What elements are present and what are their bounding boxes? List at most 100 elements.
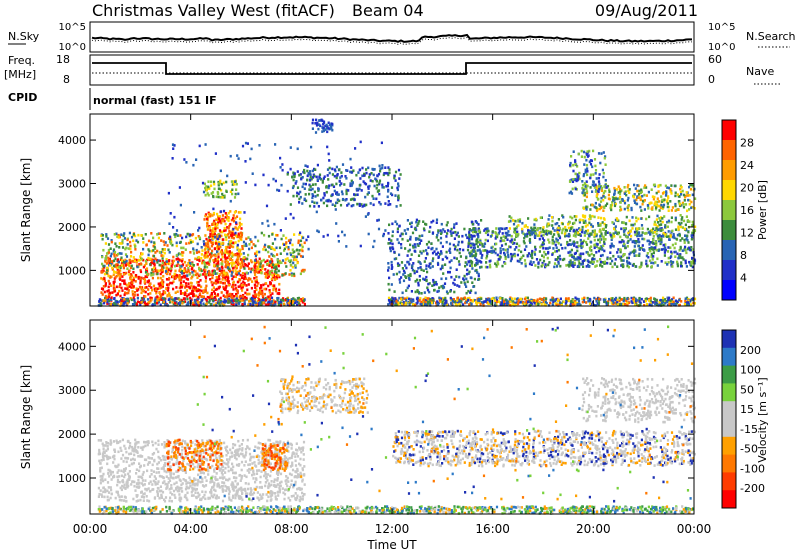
power-echo-cell: [125, 292, 128, 295]
power-echo-cell: [547, 222, 550, 226]
power-echo-cell: [320, 198, 323, 202]
power-echo-cell: [353, 193, 356, 196]
power-echo-cell: [171, 298, 174, 301]
power-echo-cell: [417, 244, 420, 247]
power-echo-cell: [431, 284, 434, 287]
power-echo-cell: [216, 249, 219, 253]
power-echo-cell: [403, 229, 406, 232]
power-echo-cell: [390, 283, 393, 286]
power-echo-cell: [683, 302, 686, 306]
power-echo-cell: [126, 286, 129, 289]
power-echo-cell: [395, 222, 399, 226]
power-echo-cell: [565, 234, 568, 238]
power-echo-cell: [333, 168, 336, 171]
power-echo-cell: [221, 278, 224, 281]
power-echo-cell: [560, 231, 564, 235]
power-echo-cell: [198, 250, 201, 254]
power-echo-cell: [199, 273, 202, 277]
power-echo-cell: [150, 296, 153, 300]
power-echo-cell: [134, 248, 137, 251]
power-echo-cell: [178, 286, 181, 290]
power-echo-cell: [106, 296, 109, 299]
power-echo-cell: [474, 291, 477, 295]
power-echo-cell: [303, 302, 306, 306]
power-echo-cell: [240, 282, 243, 286]
power-echo-cell: [541, 263, 544, 267]
power-echo-cell: [284, 272, 287, 275]
power-echo-cell: [178, 298, 181, 302]
power-echo-cell: [220, 269, 223, 272]
power-echo-cell: [547, 238, 550, 242]
power-echo-cell: [400, 261, 404, 264]
power-echo-cell: [457, 240, 460, 244]
power-echo-cell: [273, 254, 276, 258]
power-echo-cell: [121, 275, 124, 278]
power-echo-cell: [275, 265, 278, 268]
power-echo-cell: [245, 237, 248, 241]
power-echo-cell: [178, 274, 181, 277]
power-echo-cell: [476, 245, 480, 248]
power-echo-cell: [235, 253, 238, 257]
noise-sky-label: N.Sky: [8, 30, 40, 43]
power-echo-cell: [113, 287, 116, 291]
power-echo-cell: [225, 190, 228, 193]
power-echo-cell: [523, 259, 527, 262]
power-echo-cell: [624, 246, 627, 250]
power-echo-cell: [281, 259, 285, 262]
power-echo-cell: [669, 246, 672, 249]
power-echo-cell: [196, 297, 199, 301]
power-echo-cell: [207, 247, 210, 251]
power-echo-cell: [150, 240, 153, 244]
power-echo-cell: [230, 239, 233, 243]
power-echo-cell: [236, 263, 239, 267]
power-echo-cell: [140, 257, 144, 261]
power-echo-cell: [540, 302, 543, 306]
power-echo-cell: [117, 274, 120, 277]
power-echo-cell: [414, 280, 417, 283]
power-echo-cell: [165, 272, 169, 275]
power-echo-cell: [325, 123, 328, 127]
power-echo-cell: [116, 252, 120, 256]
power-echo-cell: [258, 257, 261, 261]
power-echo-cell: [306, 174, 309, 178]
power-echo-cell: [161, 281, 164, 284]
power-echo-cell: [311, 193, 314, 196]
power-echo-cell: [101, 277, 105, 281]
power-echo-cell: [648, 299, 651, 302]
power-echo-cell: [172, 255, 175, 259]
power-echo-cell: [326, 204, 329, 208]
power-echo-cell: [293, 274, 296, 278]
power-echo-cell: [464, 233, 468, 237]
power-echo-cell: [152, 284, 156, 288]
power-echo-cell: [671, 235, 674, 239]
power-echo-cell: [361, 205, 364, 208]
power-echo-cell: [437, 263, 440, 266]
power-echo-cell: [286, 173, 289, 176]
power-echo-cell: [396, 227, 399, 231]
power-echo-cell: [174, 297, 177, 300]
power-echo-cell: [210, 192, 213, 195]
power-echo-cell: [110, 239, 113, 242]
power-echo-cell: [338, 179, 341, 183]
power-echo-cell: [232, 275, 235, 278]
power-echo-cell: [674, 255, 677, 258]
power-echo-cell: [284, 298, 287, 302]
power-echo-cell: [255, 250, 258, 254]
power-echo-cell: [109, 284, 113, 287]
power-echo-cell: [218, 269, 221, 272]
power-echo-cell: [387, 203, 390, 207]
power-echo-cell: [242, 252, 245, 255]
power-echo-cell: [453, 256, 456, 260]
power-echo-cell: [359, 177, 362, 180]
power-echo-cell: [127, 291, 130, 295]
power-echo-cell: [237, 270, 240, 274]
power-echo-cell: [510, 257, 513, 261]
power-echo-cell: [512, 222, 516, 226]
power-echo-cell: [336, 173, 339, 176]
power-echo-cell: [645, 254, 648, 258]
power-echo-cell: [136, 240, 140, 244]
power-echo-cell: [119, 275, 122, 278]
power-echo-cell: [266, 262, 269, 266]
power-echo-cell: [618, 296, 621, 300]
power-echo-cell: [674, 228, 678, 231]
